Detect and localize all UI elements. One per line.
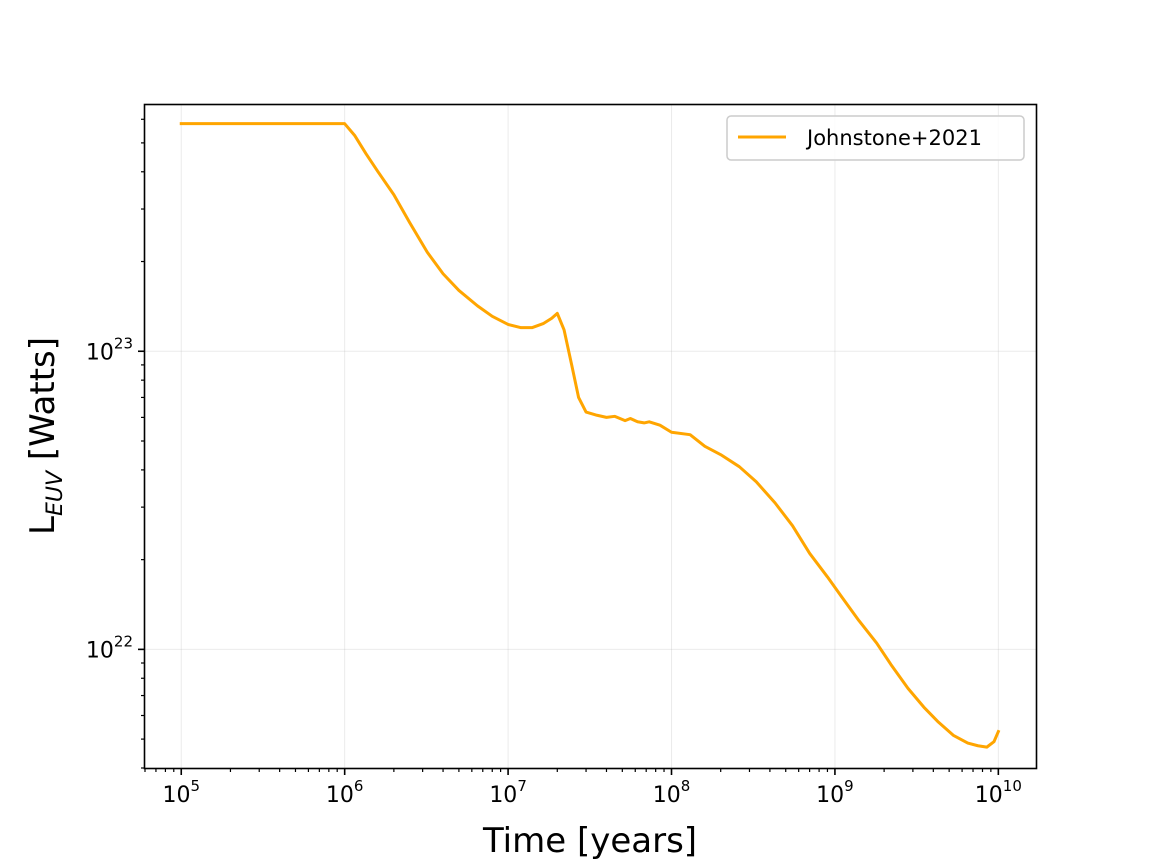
plot-frame: [143, 103, 1038, 770]
x-tick-label: 106: [326, 777, 364, 808]
y-axis-title-sub: EUV: [43, 469, 68, 516]
x-axis-title: Time [years]: [482, 821, 697, 861]
major-ticks: [138, 350, 1000, 775]
legend-box: [726, 115, 1025, 161]
x-tick-labels: 105 106 107 108 109 1010: [162, 777, 1021, 808]
y-axis-title-unit: [Watts]: [23, 337, 63, 471]
x-tick-label: 109: [816, 777, 854, 808]
y-tick-label: 1023: [86, 334, 133, 365]
legend: Johnstone+2021: [726, 115, 1025, 161]
y-tick-labels: 1022 1023: [86, 334, 133, 663]
y-axis-title: LEUV [Watts]: [23, 337, 68, 535]
x-tick-label: 1010: [975, 777, 1022, 808]
grid-lines: [145, 105, 1036, 768]
x-tick-label: 105: [162, 777, 200, 808]
minor-ticks: [141, 118, 992, 772]
series-line: [179, 122, 1001, 749]
x-tick-label: 108: [653, 777, 691, 808]
legend-label: Johnstone+2021: [805, 126, 982, 150]
y-tick-label: 1022: [86, 632, 133, 663]
y-axis-title-main: L: [23, 516, 63, 535]
x-tick-label: 107: [489, 777, 527, 808]
